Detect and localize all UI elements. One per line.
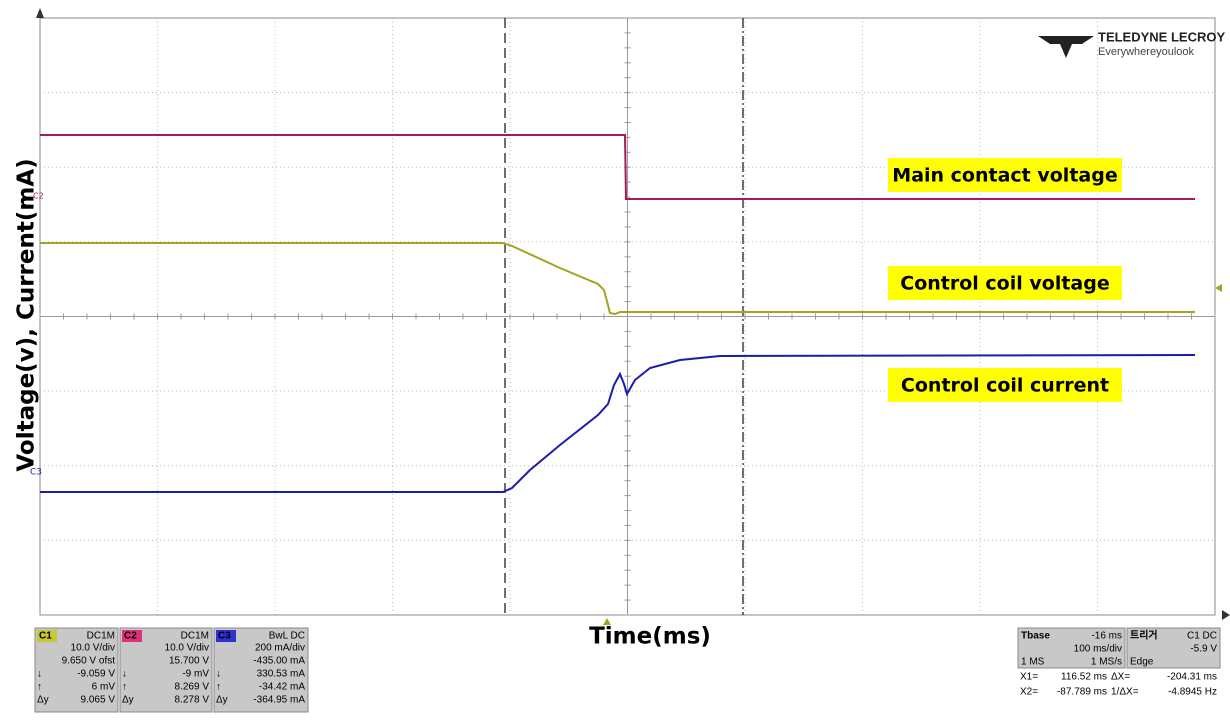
- row-value: -435.00 mA: [253, 656, 305, 667]
- channel-name: C1: [39, 631, 52, 642]
- row-value: 6 mV: [92, 682, 116, 693]
- axis-arrow: [36, 8, 44, 18]
- trace-control-coil-current: [40, 354, 1196, 493]
- cursor-value: -204.31 ms: [1167, 672, 1217, 683]
- x-axis-label: Time(ms): [589, 624, 711, 650]
- row-symbol: Δy: [122, 695, 134, 706]
- channel-coupling: DC1M: [181, 631, 209, 642]
- logo-tagline: Everywhereyoulook: [1098, 46, 1194, 58]
- row-symbol: ↑: [216, 682, 221, 693]
- row-value: -364.95 mA: [253, 695, 305, 706]
- cursor-value: -87.789 ms: [1057, 687, 1107, 698]
- cursor-value: 116.52 ms: [1061, 672, 1107, 683]
- row-value: 8.269 V: [175, 682, 210, 693]
- cursor-label: ΔX=: [1111, 672, 1130, 683]
- trace-marker: C3: [30, 468, 42, 478]
- timebase-title: Tbase: [1021, 631, 1050, 642]
- trace-marker: C2: [33, 192, 44, 201]
- annotation-text: Control coil current: [901, 375, 1109, 397]
- channel-badge: [216, 630, 236, 642]
- row-value: 9.065 V: [81, 695, 116, 706]
- trace-control-coil-voltage: [40, 242, 1195, 316]
- logo-icon: [1038, 36, 1094, 58]
- row-value: 10.0 V/div: [71, 643, 115, 654]
- cursor-label: 1/ΔX=: [1111, 687, 1139, 698]
- row-value: 10.0 V/div: [165, 643, 209, 654]
- channel-coupling: BwL DC: [269, 631, 305, 642]
- row-value: 200 mA/div: [255, 643, 305, 654]
- timebase-memory: 1 MS: [1021, 657, 1045, 668]
- timebase-delay: -16 ms: [1091, 631, 1122, 642]
- row-value: 15.700 V: [169, 656, 209, 667]
- channel-name: C3: [218, 631, 231, 642]
- row-symbol: Δy: [216, 695, 228, 706]
- logo-brand: TELEDYNE LECROY: [1098, 29, 1225, 44]
- trigger-time-marker: [603, 618, 611, 625]
- row-symbol: Δy: [37, 695, 49, 706]
- row-value: -34.42 mA: [259, 682, 305, 693]
- row-value: 8.278 V: [175, 695, 210, 706]
- cursor-label: X1=: [1020, 672, 1038, 683]
- channel-badge: [122, 630, 142, 642]
- row-symbol: ↓: [122, 669, 127, 680]
- channel-coupling: DC1M: [87, 631, 115, 642]
- annotation-text: Control coil voltage: [900, 273, 1109, 295]
- trace-main-contact-voltage: [40, 134, 1195, 200]
- timebase-scale: 100 ms/div: [1074, 644, 1122, 655]
- annotation: Main contact voltage: [888, 158, 1122, 192]
- cursor-value: -4.8945 Hz: [1168, 687, 1217, 698]
- row-value: 330.53 mA: [257, 669, 306, 680]
- trigger-title: 트리거: [1130, 629, 1158, 642]
- trigger-source: C1 DC: [1187, 631, 1217, 642]
- row-value: 9.650 V ofst: [62, 656, 116, 667]
- annotation-text: Main contact voltage: [892, 165, 1117, 187]
- trigger-level: -5.9 V: [1190, 644, 1217, 655]
- row-value: -9 mV: [182, 669, 209, 680]
- row-value: -9.059 V: [77, 669, 115, 680]
- trigger-mode: Edge: [1130, 657, 1154, 668]
- trigger-panel: [1126, 627, 1221, 669]
- row-symbol: ↓: [216, 669, 221, 680]
- channel-badge: [37, 630, 57, 642]
- y-axis-label: Voltage(v), Current(mA): [14, 158, 40, 471]
- channel-name: C2: [124, 631, 137, 642]
- annotation: Control coil current: [888, 368, 1122, 402]
- timebase-panel: [1017, 627, 1126, 669]
- trigger-level-marker: [1215, 284, 1222, 292]
- grid: [39, 17, 1216, 616]
- row-symbol: ↑: [37, 682, 42, 693]
- timebase-rate: 1 MS/s: [1091, 657, 1122, 668]
- axis-arrow: [1222, 610, 1230, 620]
- row-symbol: ↓: [37, 669, 42, 680]
- row-symbol: ↑: [122, 682, 127, 693]
- annotation: Control coil voltage: [888, 266, 1122, 300]
- cursor-label: X2=: [1020, 687, 1038, 698]
